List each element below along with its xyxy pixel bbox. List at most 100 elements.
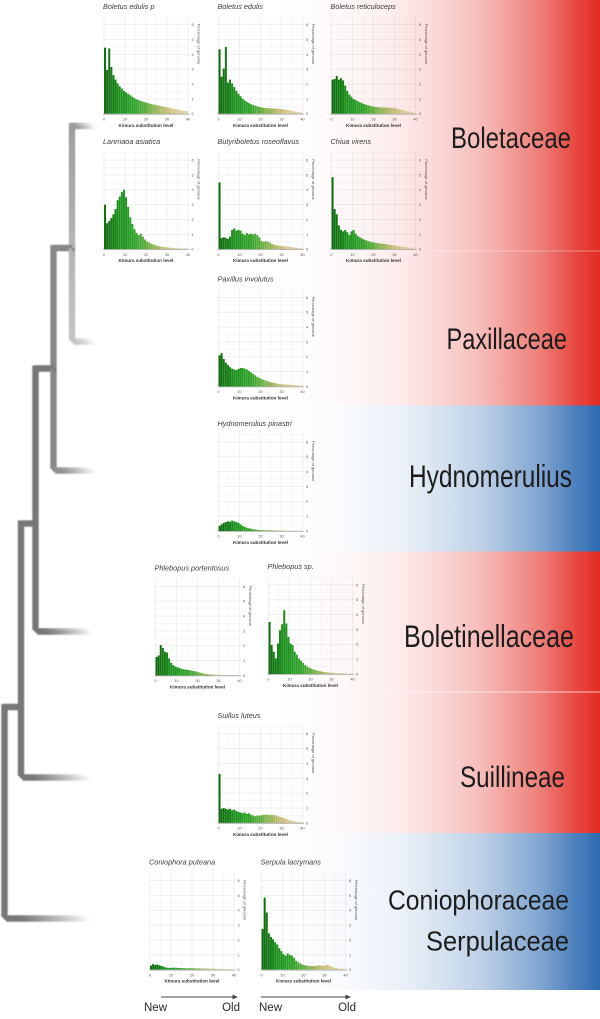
svg-text:Kimura substitution level: Kimura substitution level <box>233 540 288 545</box>
svg-text:20: 20 <box>258 826 263 831</box>
svg-text:2: 2 <box>356 642 358 647</box>
svg-text:3: 3 <box>238 923 240 928</box>
svg-text:10: 10 <box>237 389 242 394</box>
svg-text:0: 0 <box>419 111 422 116</box>
svg-text:4: 4 <box>349 908 352 913</box>
svg-text:20: 20 <box>258 116 263 121</box>
svg-text:40: 40 <box>413 116 418 121</box>
svg-text:New: New <box>259 1002 283 1014</box>
svg-text:Percentage of genome: Percentage of genome <box>311 24 316 65</box>
svg-text:20: 20 <box>371 116 376 121</box>
svg-text:40: 40 <box>186 116 191 121</box>
svg-text:1: 1 <box>356 657 358 662</box>
svg-text:Boletus edulis: Boletus edulis <box>218 2 264 11</box>
svg-text:5: 5 <box>243 599 245 604</box>
svg-text:Percentage of genome: Percentage of genome <box>197 24 202 65</box>
svg-text:2: 2 <box>238 937 240 942</box>
svg-text:3: 3 <box>419 202 421 207</box>
svg-text:20: 20 <box>190 972 195 977</box>
svg-text:40: 40 <box>232 972 237 977</box>
svg-text:30: 30 <box>165 252 170 257</box>
svg-text:4: 4 <box>192 52 195 57</box>
svg-text:Percentage of genome: Percentage of genome <box>197 159 202 200</box>
svg-text:5: 5 <box>192 172 194 177</box>
svg-text:0: 0 <box>217 116 220 121</box>
svg-text:Boletaceae: Boletaceae <box>451 122 571 155</box>
svg-text:0: 0 <box>306 111 309 116</box>
svg-text:0: 0 <box>243 673 246 678</box>
svg-text:5: 5 <box>356 597 358 602</box>
svg-text:5: 5 <box>306 746 308 751</box>
svg-text:6: 6 <box>306 439 308 444</box>
svg-text:2: 2 <box>349 937 351 942</box>
svg-text:Serpulaceae: Serpulaceae <box>426 926 569 957</box>
svg-text:40: 40 <box>300 252 305 257</box>
svg-text:2: 2 <box>192 217 194 222</box>
svg-text:40: 40 <box>300 116 305 121</box>
svg-text:0: 0 <box>306 384 309 389</box>
svg-text:Coniophoraceae: Coniophoraceae <box>388 885 569 916</box>
svg-text:0: 0 <box>192 247 195 252</box>
svg-text:3: 3 <box>306 776 308 781</box>
svg-text:Kimura substitution level: Kimura substitution level <box>165 979 220 984</box>
svg-text:Paxillus involutus: Paxillus involutus <box>218 275 274 284</box>
svg-text:40: 40 <box>350 677 355 682</box>
svg-text:Percentage of genome: Percentage of genome <box>424 24 429 65</box>
svg-text:Suillineae: Suillineae <box>460 761 565 794</box>
svg-text:6: 6 <box>306 22 308 27</box>
svg-text:1: 1 <box>192 232 194 237</box>
svg-text:6: 6 <box>243 584 245 589</box>
svg-text:6: 6 <box>306 295 308 300</box>
svg-text:3: 3 <box>306 339 308 344</box>
svg-text:1: 1 <box>349 952 351 957</box>
svg-text:0: 0 <box>217 826 220 831</box>
svg-text:2: 2 <box>243 643 245 648</box>
svg-text:30: 30 <box>216 678 221 683</box>
svg-text:1: 1 <box>419 232 421 237</box>
svg-text:Percentage of genome: Percentage of genome <box>361 584 366 625</box>
svg-text:30: 30 <box>279 534 284 539</box>
svg-text:6: 6 <box>192 158 194 163</box>
svg-text:3: 3 <box>349 923 351 928</box>
svg-text:4: 4 <box>306 325 309 330</box>
svg-text:0: 0 <box>267 677 270 682</box>
svg-text:2: 2 <box>306 82 308 87</box>
svg-text:Old: Old <box>222 1002 240 1014</box>
svg-text:Hydnomerulius: Hydnomerulius <box>409 458 572 494</box>
svg-text:3: 3 <box>243 628 245 633</box>
svg-text:5: 5 <box>306 454 308 459</box>
svg-text:Percentage of genome: Percentage of genome <box>248 586 253 627</box>
svg-text:10: 10 <box>169 972 174 977</box>
svg-text:Kimura substitution level: Kimura substitution level <box>233 396 288 401</box>
svg-text:0: 0 <box>356 671 359 676</box>
svg-text:New: New <box>144 1002 168 1014</box>
svg-text:0: 0 <box>149 972 152 977</box>
svg-text:Coniophora puteana: Coniophora puteana <box>149 858 215 867</box>
svg-text:0: 0 <box>103 116 106 121</box>
svg-text:4: 4 <box>306 52 309 57</box>
svg-text:Kimura substitution level: Kimura substitution level <box>119 123 174 128</box>
svg-text:0: 0 <box>103 252 106 257</box>
svg-text:Lanmaoa asiatica: Lanmaoa asiatica <box>103 137 160 146</box>
svg-text:5: 5 <box>192 37 194 42</box>
svg-text:5: 5 <box>419 37 421 42</box>
svg-text:4: 4 <box>243 614 246 619</box>
svg-text:4: 4 <box>419 52 422 57</box>
svg-text:5: 5 <box>349 893 351 898</box>
svg-text:10: 10 <box>287 677 292 682</box>
svg-text:Serpula lacrymans: Serpula lacrymans <box>261 858 322 867</box>
svg-text:Percentage of genome: Percentage of genome <box>354 880 359 921</box>
svg-text:Kimura substitution level: Kimura substitution level <box>283 683 338 688</box>
svg-text:Kimura substitution level: Kimura substitution level <box>119 258 174 263</box>
svg-text:3: 3 <box>419 67 421 72</box>
svg-text:10: 10 <box>237 252 242 257</box>
svg-text:2: 2 <box>306 791 308 796</box>
svg-text:30: 30 <box>392 252 397 257</box>
svg-text:0: 0 <box>154 678 157 683</box>
svg-text:0: 0 <box>306 247 309 252</box>
svg-text:Kimura substitution level: Kimura substitution level <box>276 979 331 984</box>
svg-text:Percentage of genome: Percentage of genome <box>311 297 316 338</box>
svg-text:10: 10 <box>237 534 242 539</box>
svg-text:Boletus edulis p: Boletus edulis p <box>103 2 155 11</box>
svg-text:3: 3 <box>306 67 308 72</box>
